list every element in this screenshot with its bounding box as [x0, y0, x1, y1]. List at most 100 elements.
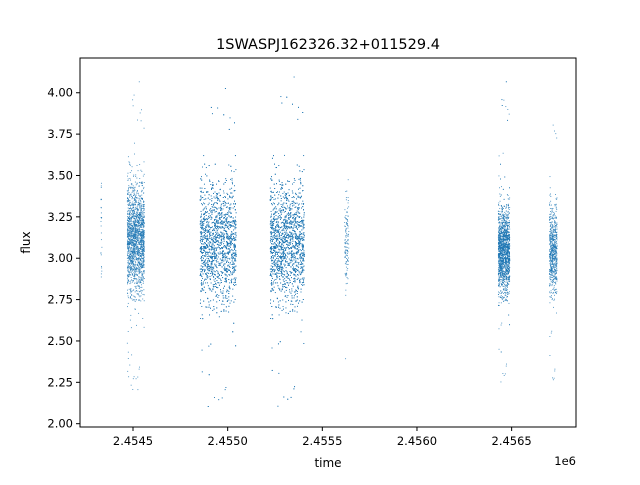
data-point — [134, 245, 136, 247]
data-point — [131, 245, 133, 247]
data-point — [129, 241, 131, 243]
data-point — [134, 142, 135, 144]
data-point — [141, 292, 142, 294]
data-point — [130, 266, 132, 268]
data-point — [133, 253, 135, 255]
data-point — [234, 259, 236, 261]
data-point — [234, 299, 236, 300]
data-point — [204, 251, 206, 252]
data-point — [134, 252, 136, 254]
data-point — [209, 272, 211, 274]
data-point — [221, 221, 223, 223]
data-point — [234, 271, 235, 273]
data-point — [133, 235, 135, 237]
data-point — [132, 239, 134, 241]
data-point — [132, 188, 134, 189]
data-point — [214, 252, 216, 254]
data-point — [200, 251, 202, 253]
data-point — [132, 216, 134, 218]
data-point — [100, 182, 102, 184]
data-point — [130, 186, 132, 188]
data-point — [199, 268, 201, 270]
data-point — [100, 212, 102, 214]
data-point — [138, 81, 140, 83]
data-point — [225, 280, 227, 282]
data-point — [140, 267, 142, 269]
data-point — [142, 253, 144, 255]
data-point — [138, 232, 139, 234]
data-point — [227, 238, 229, 240]
data-point — [209, 279, 211, 281]
data-point — [131, 210, 133, 212]
data-point — [140, 213, 142, 215]
data-point — [218, 180, 219, 182]
data-point — [140, 208, 142, 210]
data-point — [128, 262, 130, 264]
data-point — [141, 194, 143, 196]
data-point — [143, 231, 145, 233]
data-point — [139, 214, 141, 216]
data-point — [133, 191, 135, 193]
data-point — [134, 274, 136, 276]
data-point — [132, 210, 134, 212]
data-point — [130, 266, 132, 267]
data-point — [130, 218, 132, 220]
data-point — [139, 243, 141, 245]
data-point — [130, 267, 132, 268]
data-point — [135, 234, 137, 236]
data-point — [127, 241, 129, 243]
data-point — [137, 215, 139, 217]
data-point — [230, 165, 232, 167]
data-point — [232, 217, 234, 219]
data-point — [200, 246, 202, 248]
data-point — [211, 243, 213, 245]
data-point — [212, 233, 214, 235]
data-point — [216, 241, 218, 242]
data-point — [136, 239, 138, 241]
data-point — [142, 252, 144, 254]
data-point — [215, 225, 217, 227]
data-point — [232, 225, 234, 227]
data-point — [203, 269, 205, 271]
data-point — [130, 232, 132, 234]
data-point — [200, 290, 202, 292]
data-point — [215, 237, 217, 239]
data-point — [133, 210, 135, 212]
data-point — [207, 230, 209, 232]
data-point — [207, 256, 209, 258]
data-point — [216, 194, 218, 196]
data-point — [135, 245, 137, 247]
data-point — [136, 220, 138, 222]
data-point — [224, 252, 226, 254]
data-point — [136, 293, 138, 295]
data-point — [129, 234, 130, 236]
data-point — [209, 267, 211, 269]
data-point — [129, 238, 131, 240]
data-point — [206, 234, 208, 236]
data-point — [213, 308, 215, 310]
data-point — [213, 221, 214, 223]
data-point — [139, 212, 141, 214]
data-point — [210, 184, 212, 185]
data-point — [135, 236, 137, 238]
data-point — [218, 278, 220, 279]
data-point — [137, 237, 139, 239]
data-point — [140, 169, 142, 171]
data-point — [131, 241, 133, 243]
data-point — [130, 250, 132, 252]
data-point — [130, 205, 132, 206]
data-point — [139, 255, 141, 257]
data-point — [128, 275, 130, 277]
data-point — [140, 223, 142, 225]
data-point — [128, 224, 130, 226]
data-point — [137, 253, 138, 255]
data-point — [230, 212, 232, 214]
data-point — [134, 248, 136, 250]
data-point — [136, 252, 138, 253]
data-point — [101, 270, 103, 272]
data-point — [214, 284, 216, 285]
data-point — [137, 269, 139, 271]
data-point — [127, 278, 128, 280]
data-point — [205, 259, 207, 261]
data-point — [128, 221, 130, 223]
